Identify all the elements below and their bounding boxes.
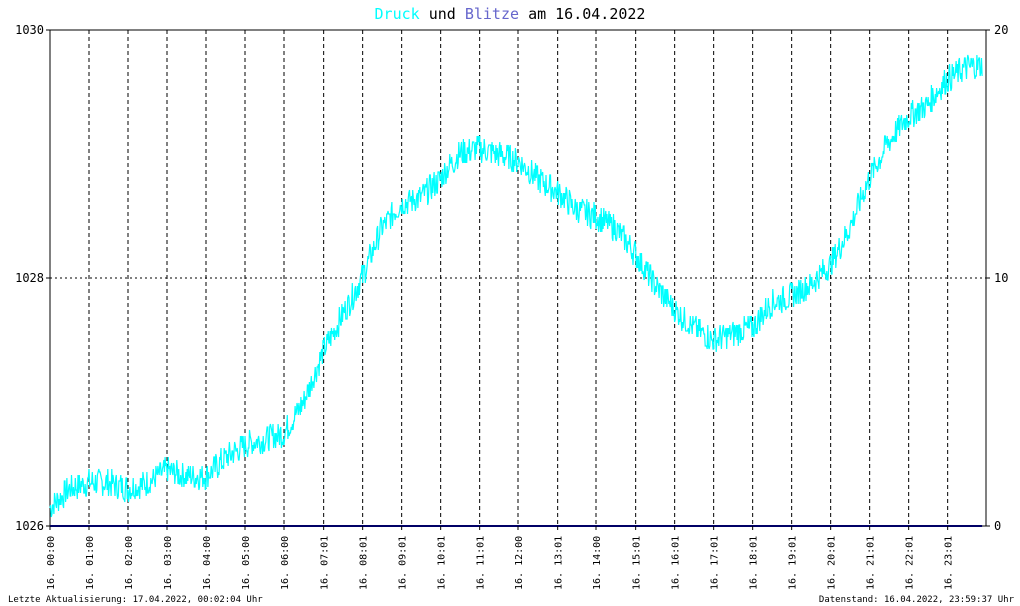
title-blitze-label: Blitze [465, 5, 519, 23]
druck-series-line [49, 54, 983, 518]
title-date-label: am 16.04.2022 [528, 5, 645, 23]
series-layer [49, 54, 983, 527]
x-tick-label: 16. 05:00 [241, 536, 252, 590]
x-tick-label: 16. 12:00 [514, 536, 525, 590]
x-tick-label: 16. 10:01 [437, 536, 448, 590]
x-tick-label: 16. 03:00 [163, 536, 174, 590]
x-tick-label: 16. 23:01 [944, 536, 955, 590]
x-tick-label: 16. 11:01 [476, 536, 487, 590]
x-tick-label: 16. 15:01 [632, 536, 643, 590]
grid-layer [50, 29, 986, 526]
chart-title: Druck und Blitze am 16.04.2022 [375, 5, 646, 23]
x-tick-label: 16. 14:00 [592, 536, 603, 590]
x-tick-label: 16. 22:01 [905, 536, 916, 590]
x-tick-label: 16. 06:00 [280, 536, 291, 590]
x-tick-label: 16. 01:00 [85, 536, 96, 590]
x-tick-label: 16. 02:00 [124, 536, 135, 590]
x-tick-label: 16. 17:01 [710, 536, 721, 590]
x-tick-label: 16. 16:01 [671, 536, 682, 590]
x-tick-label: 16. 00:00 [46, 536, 57, 590]
x-tick-label: 16. 04:00 [202, 536, 213, 590]
x-tick-label: 16. 08:01 [359, 536, 370, 590]
x-tick-label: 16. 20:01 [827, 536, 838, 590]
x-tick-label: 16. 18:01 [749, 536, 760, 590]
title-druck-label: Druck [375, 5, 420, 23]
footer-last-update: Letzte Aktualisierung: 17.04.2022, 00:02… [8, 595, 263, 605]
x-tick-label: 16. 07:01 [320, 536, 331, 590]
x-tick-label: 16. 09:01 [398, 536, 409, 590]
x-tick-label: 16. 21:01 [866, 536, 877, 590]
axis-layer: 16. 00:00 16. 01:00 16. 02:00 16. 03:00 16. … [15, 23, 1008, 590]
y-right-tick-label: 10 [994, 271, 1008, 285]
y-left-tick-label: 1030 [15, 23, 44, 37]
y-right-tick-label: 0 [994, 519, 1001, 533]
y-left-tick-label: 1028 [15, 271, 44, 285]
x-tick-label: 16. 13:01 [554, 536, 565, 590]
x-tick-label: 16. 19:01 [788, 536, 799, 590]
y-right-tick-label: 20 [994, 23, 1008, 37]
y-left-tick-label: 1026 [15, 519, 44, 533]
title-und-label: und [429, 5, 456, 23]
footer-data-status: Datenstand: 16.04.2022, 23:59:37 Uhr [819, 595, 1015, 605]
